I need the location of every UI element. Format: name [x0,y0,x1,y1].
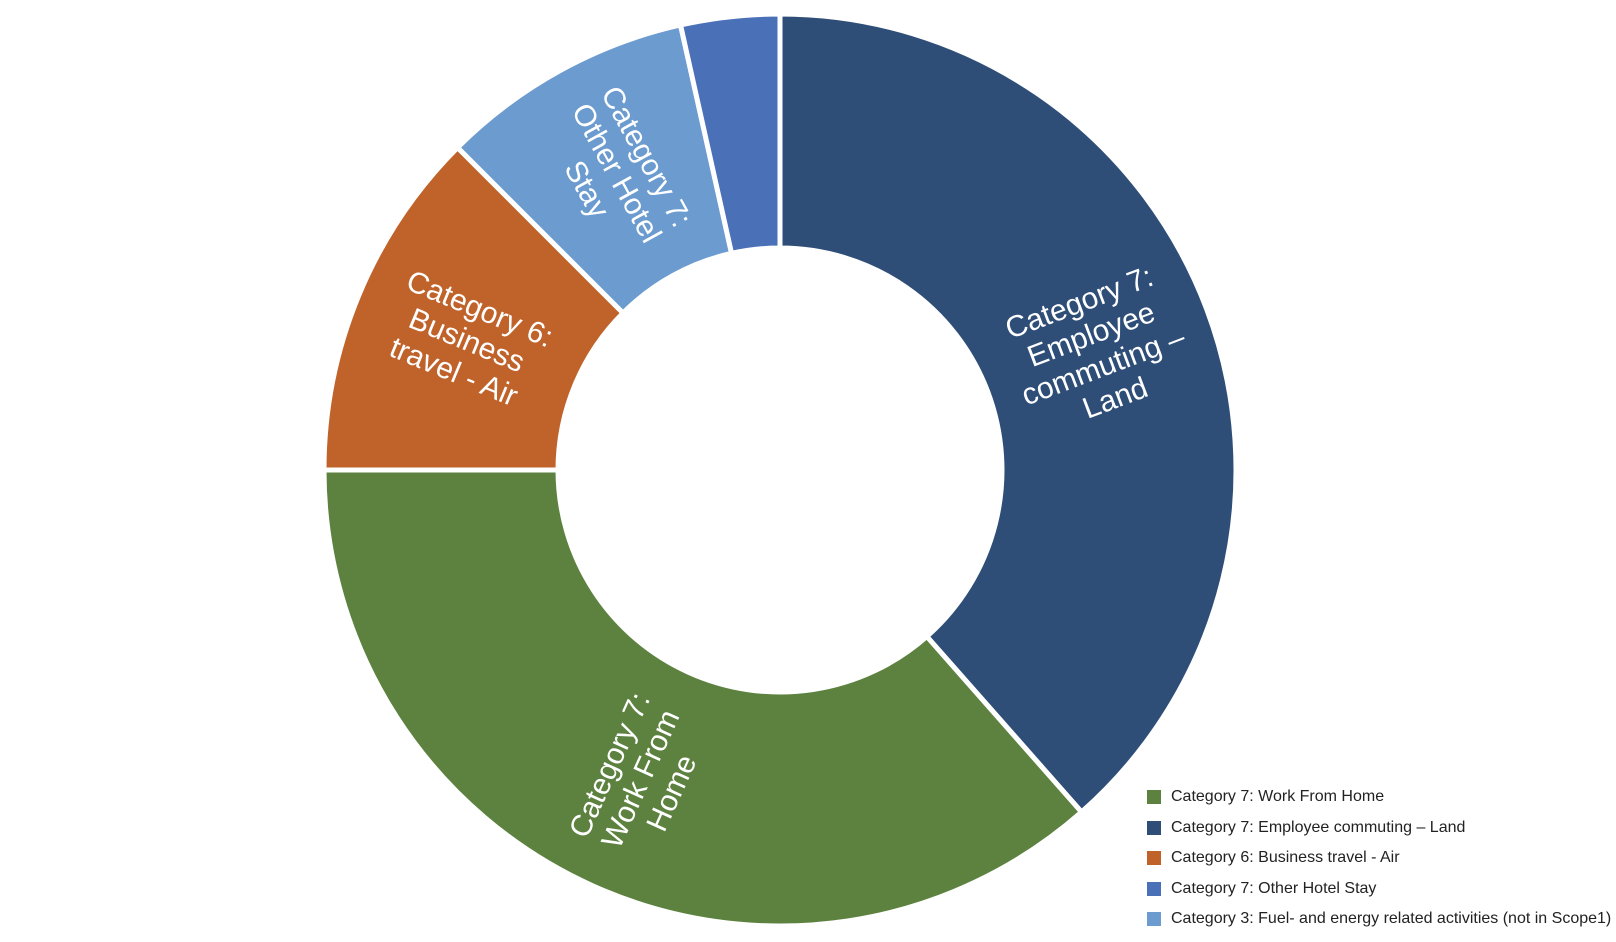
legend-swatch [1147,851,1161,866]
legend-label: Category 7: Other Hotel Stay [1171,879,1377,897]
legend-item: Category 7: Employee commuting – Land [1147,813,1611,844]
legend-label: Category 7: Employee commuting – Land [1171,818,1466,836]
legend-swatch [1147,881,1161,896]
legend-label: Category 6: Business travel - Air [1171,849,1400,867]
slice-4 [677,11,783,257]
legend-label: Category 7: Work From Home [1171,788,1385,806]
legend-item: Category 7: Work From Home [1147,782,1611,813]
legend-item: Category 7: Other Hotel Stay [1147,874,1611,905]
legend-item: Category 6: Business travel - Air [1147,843,1611,874]
legend-swatch [1147,820,1161,835]
legend-swatch [1147,790,1161,805]
slice-2 [321,144,627,473]
slice-0 [777,11,1239,816]
slice-1 [321,467,1086,929]
legend-label: Category 3: Fuel- and energy related act… [1171,910,1612,928]
legend-item: Category 3: Fuel- and energy related act… [1147,904,1611,935]
chart-legend: Category 7: Work From Home Category 7: E… [1147,782,1611,935]
legend-swatch [1147,912,1161,927]
